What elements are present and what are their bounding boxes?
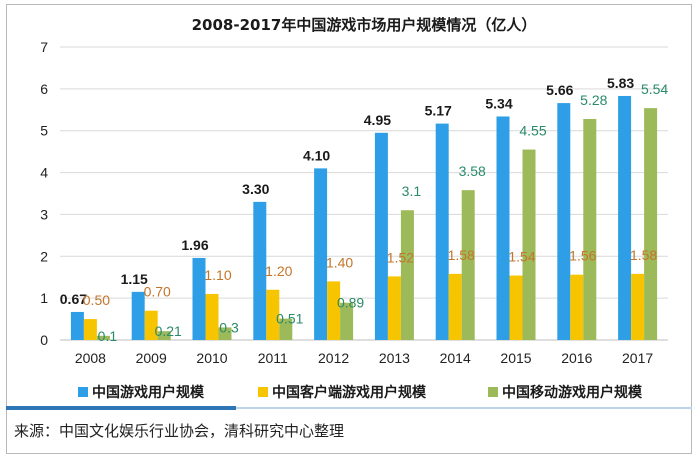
legend-label: 中国客户端游戏用户规模 [272, 384, 427, 401]
data-label-series-1: 0.67 [60, 291, 87, 307]
data-label-series-1: 1.15 [121, 271, 148, 287]
data-label-series-2: 1.40 [326, 254, 353, 270]
y-tick-label: 5 [40, 123, 48, 139]
bar-series-3 [461, 190, 475, 340]
data-label-series-2: 0.50 [83, 292, 110, 308]
data-label-series-3: 0.89 [337, 295, 364, 311]
x-tick-label: 2015 [500, 350, 531, 366]
bar-series-1 [253, 201, 267, 340]
x-tick-label: 2008 [75, 350, 106, 366]
bar-series-2 [83, 319, 97, 340]
data-label-series-2: 1.20 [265, 263, 292, 279]
data-label-series-3: 0.21 [155, 323, 182, 339]
data-label-series-1: 5.83 [607, 75, 634, 91]
data-label-series-2: 1.56 [569, 248, 596, 264]
bar-series-1 [131, 291, 145, 340]
data-labels: 0.67 1.15 1.96 3.30 4.10 4.95 5.17 5.34 5.66 5.83… [60, 75, 669, 344]
data-label-series-3: 0.1 [98, 328, 118, 344]
bar-series-1 [192, 257, 206, 340]
data-label-series-1: 5.34 [485, 95, 512, 111]
x-tick-label: 2012 [318, 350, 349, 366]
data-label-series-1: 4.95 [364, 112, 391, 128]
x-tick-label: 2011 [258, 350, 288, 366]
data-label-series-1: 5.17 [425, 103, 452, 119]
bar-series-2 [327, 281, 341, 340]
data-label-series-3: 0.51 [276, 311, 303, 327]
data-label-series-2: 1.54 [508, 249, 535, 265]
data-label-series-3: 5.54 [641, 81, 668, 97]
data-label-series-3: 3.1 [402, 183, 422, 199]
source-divider [6, 406, 692, 410]
y-tick-label: 2 [40, 248, 48, 264]
data-label-series-3: 4.55 [519, 123, 546, 139]
bars [70, 95, 658, 341]
legend-swatch [488, 387, 498, 397]
bar-series-3 [583, 118, 597, 340]
data-label-series-1: 3.30 [242, 181, 269, 197]
y-tick-label: 7 [40, 39, 48, 55]
bar-series-1 [435, 123, 449, 340]
bar-series-1 [314, 168, 328, 340]
bar-series-1 [496, 116, 510, 341]
bar-series-1 [374, 132, 388, 340]
legend: 中国游戏用户规模 中国客户端游戏用户规模 中国移动游戏用户规模 [78, 384, 643, 401]
bar-series-2 [448, 273, 462, 340]
bar-series-3 [96, 335, 110, 340]
bar-series-3 [218, 327, 232, 340]
bar-series-2 [509, 275, 523, 340]
bar-series-1 [70, 311, 84, 340]
data-label-series-2: 1.58 [630, 247, 657, 263]
x-tick-label: 2014 [440, 350, 471, 366]
legend-swatch [78, 387, 88, 397]
y-tick-label: 6 [40, 81, 48, 97]
x-tick-label: 2016 [561, 350, 592, 366]
y-tick-label: 1 [40, 290, 48, 306]
x-tick-label: 2010 [196, 350, 227, 366]
legend-label: 中国移动游戏用户规模 [502, 384, 643, 401]
source-note: 来源：中国文化娱乐行业协会，清科研究中心整理 [14, 422, 345, 440]
legend-swatch [258, 387, 268, 397]
y-tick-label: 0 [40, 332, 48, 348]
bar-series-3 [644, 108, 658, 341]
data-label-series-2: 1.10 [204, 267, 231, 283]
data-label-series-3: 3.58 [459, 163, 486, 179]
data-label-series-2: 0.70 [144, 284, 171, 300]
chart-frame [6, 4, 692, 454]
legend-label: 中国游戏用户规模 [92, 384, 205, 401]
bar-series-2 [570, 274, 584, 340]
bar-series-3 [400, 210, 414, 340]
y-tick-label: 4 [40, 165, 48, 181]
data-label-series-3: 0.3 [219, 319, 239, 335]
x-tick-label: 2009 [136, 350, 167, 366]
data-label-series-3: 5.28 [580, 92, 607, 108]
bar-series-2 [144, 310, 158, 340]
bar-series-2 [387, 276, 401, 340]
data-label-series-2: 1.58 [448, 247, 475, 263]
bar-series-3 [340, 302, 354, 340]
data-label-series-1: 5.66 [546, 82, 573, 98]
data-label-series-1: 1.96 [181, 237, 208, 253]
axes: 0 1 2 3 4 5 6 7 2008 2009 2010 2011 2012 2013 2014 2015… [40, 39, 668, 366]
bar-series-3 [279, 318, 293, 340]
chart-title: 2008-2017年中国游戏市场用户规模情况（亿人） [192, 16, 537, 34]
data-label-series-1: 4.10 [303, 147, 330, 163]
bar-series-2 [205, 293, 219, 340]
data-label-series-2: 1.52 [387, 249, 414, 265]
bar-series-2 [631, 273, 645, 340]
x-tick-label: 2017 [622, 350, 653, 366]
bar-series-3 [522, 149, 536, 340]
bar-series-2 [266, 289, 280, 340]
y-tick-label: 3 [40, 206, 48, 222]
bar-series-1 [557, 103, 571, 341]
x-tick-label: 2013 [379, 350, 410, 366]
bar-series-1 [618, 95, 632, 340]
bar-series-3 [157, 331, 171, 340]
